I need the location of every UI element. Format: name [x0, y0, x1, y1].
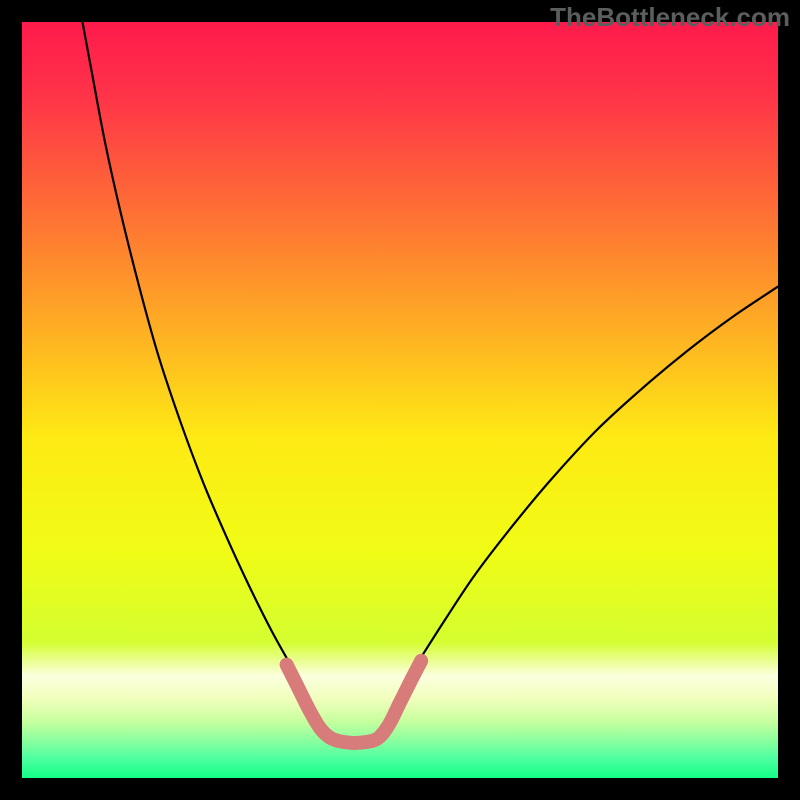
watermark-text: TheBottleneck.com — [550, 2, 790, 33]
plot-background — [22, 22, 778, 778]
stage: TheBottleneck.com — [0, 0, 800, 800]
plot-area — [22, 22, 778, 778]
